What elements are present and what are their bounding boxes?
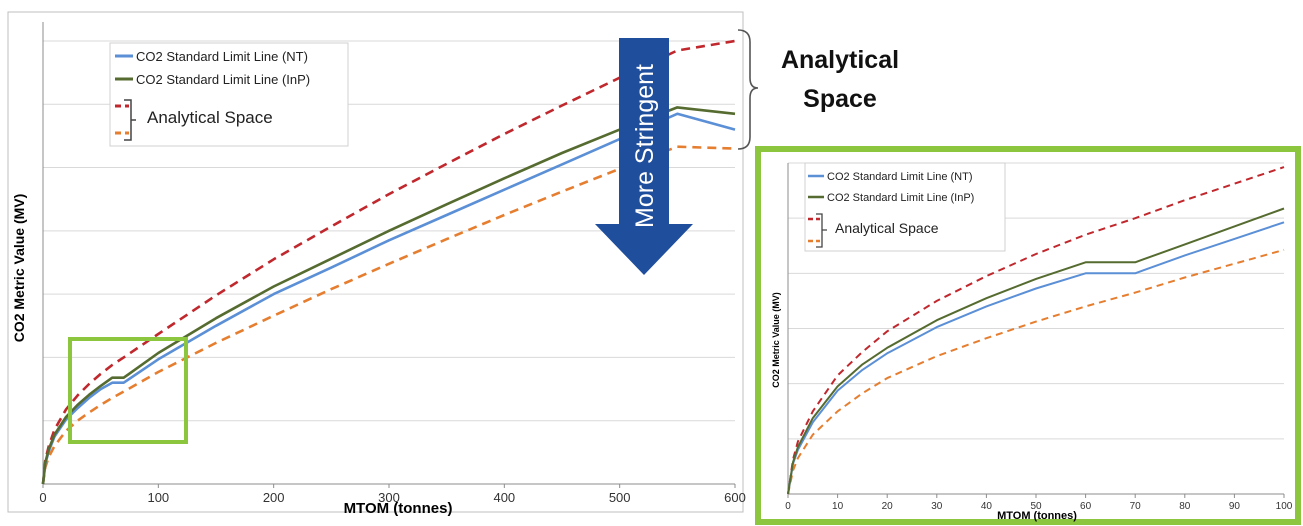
main-x-tick-labels: 0 100 200 300 400 500 600 bbox=[39, 484, 746, 505]
zoom-x-tick-label-3: 30 bbox=[931, 501, 943, 512]
zoom-x-tick-label-10: 100 bbox=[1276, 501, 1293, 512]
more-stringent-arrow-shape bbox=[595, 38, 693, 275]
zoom-series-upper-line bbox=[787, 166, 1285, 495]
main-x-tick-label-1: 100 bbox=[147, 490, 169, 505]
zoom-x-tick-label-7: 70 bbox=[1130, 501, 1142, 512]
zoom-y-axis-title: CO2 Metric Value (MV) bbox=[771, 292, 781, 388]
zoom-x-tick-label-8: 80 bbox=[1179, 501, 1191, 512]
zoom-x-tick-label-5: 50 bbox=[1030, 501, 1042, 512]
more-stringent-label: More Stringent bbox=[631, 64, 659, 228]
main-y-axis-title: CO2 Metric Value (MV) bbox=[11, 194, 27, 343]
main-series-inp-line bbox=[41, 106, 736, 485]
main-series-group bbox=[41, 39, 736, 485]
zoom-series-nt-line bbox=[787, 221, 1285, 495]
zoom-highlight-box bbox=[68, 337, 188, 444]
zoom-legend-label-nt: CO2 Standard Limit Line (NT) bbox=[827, 171, 973, 183]
analytical-space-label-line1: Analytical bbox=[781, 46, 899, 74]
analytical-space-brace bbox=[737, 29, 759, 150]
main-series-upper-line bbox=[41, 39, 736, 485]
zoom-legend-label-analytical: Analytical Space bbox=[835, 220, 939, 236]
zoom-chart: 0 10 20 30 40 50 60 70 80 90 100 MTOM (tonnes) CO2… bbox=[755, 146, 1301, 525]
main-series-lower-line bbox=[41, 145, 736, 485]
main-legend-label-inp: CO2 Standard Limit Line (InP) bbox=[136, 72, 310, 87]
zoom-x-tick-label-9: 90 bbox=[1229, 501, 1241, 512]
zoom-x-axis-title: MTOM (tonnes) bbox=[997, 510, 1077, 522]
main-legend-bracket bbox=[124, 99, 136, 141]
more-stringent-arrow: More Stringent bbox=[595, 38, 693, 275]
zoom-series-inp-line bbox=[787, 207, 1285, 495]
main-x-tick-label-4: 400 bbox=[493, 490, 515, 505]
zoom-series-lower-line bbox=[787, 248, 1285, 495]
zoom-x-tick-label-2: 20 bbox=[882, 501, 894, 512]
main-chart: 0 100 200 300 400 500 600 MTOM (tonnes) CO2 Me… bbox=[7, 11, 899, 517]
main-legend-box bbox=[109, 42, 349, 147]
main-x-tick-label-5: 500 bbox=[609, 490, 631, 505]
zoom-series-group bbox=[787, 166, 1285, 495]
main-x-tick-label-2: 200 bbox=[263, 490, 285, 505]
zoom-x-tick-label-0: 0 bbox=[785, 501, 791, 512]
main-x-tick-label-0: 0 bbox=[39, 490, 46, 505]
main-legend-label-nt: CO2 Standard Limit Line (NT) bbox=[136, 49, 308, 64]
zoom-legend-box bbox=[804, 162, 1006, 252]
main-x-tick-label-6: 600 bbox=[724, 490, 746, 505]
main-x-tick-label-3: 300 bbox=[378, 490, 400, 505]
zoom-x-tick-label-1: 10 bbox=[832, 501, 844, 512]
zoom-legend-bracket bbox=[816, 213, 827, 248]
zoom-legend-label-inp: CO2 Standard Limit Line (InP) bbox=[827, 192, 974, 204]
analytical-space-label-line2: Space bbox=[803, 85, 877, 113]
main-x-axis-title: MTOM (tonnes) bbox=[344, 500, 453, 517]
zoom-legend: CO2 Standard Limit Line (NT) CO2 Standar… bbox=[804, 162, 1006, 252]
zoom-x-tick-label-6: 60 bbox=[1080, 501, 1092, 512]
main-legend-label-analytical: Analytical Space bbox=[147, 108, 273, 127]
main-legend: CO2 Standard Limit Line (NT) CO2 Standar… bbox=[109, 42, 349, 147]
zoom-x-tick-labels: 0 10 20 30 40 50 60 70 80 90 100 bbox=[785, 494, 1293, 512]
zoom-x-tick-label-4: 40 bbox=[981, 501, 993, 512]
